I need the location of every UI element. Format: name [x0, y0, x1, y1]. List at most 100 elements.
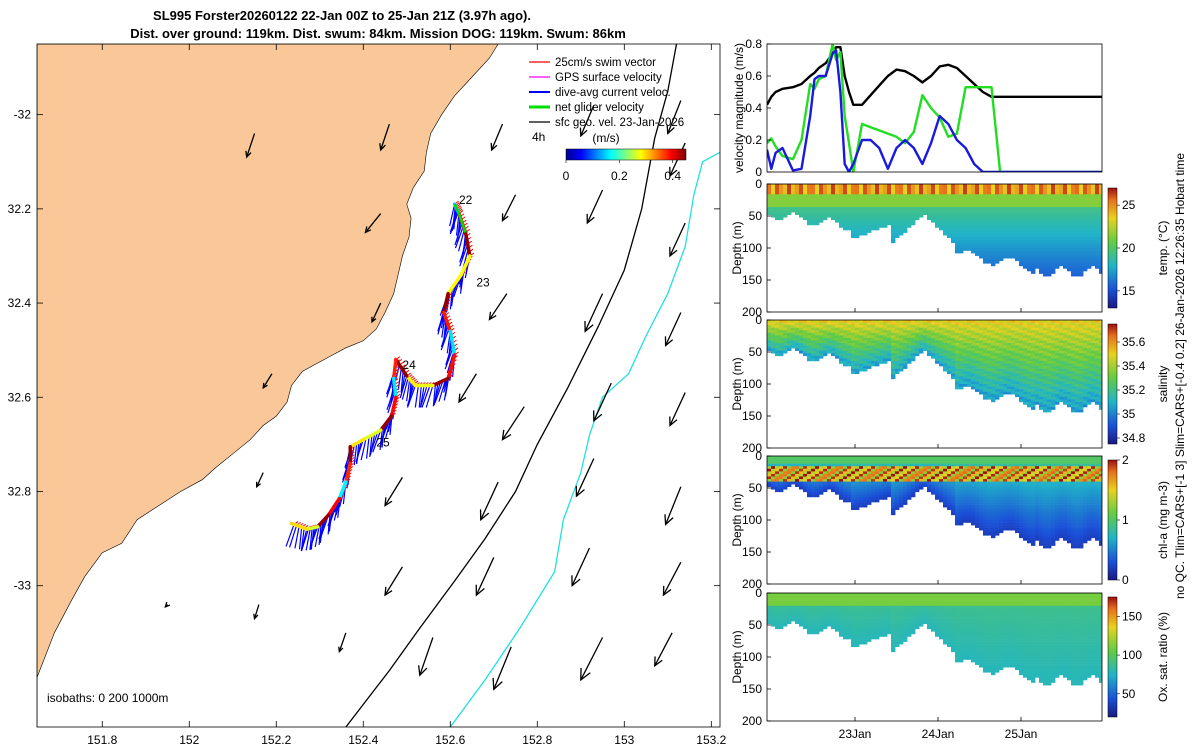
section-cell — [1019, 224, 1024, 228]
section-cell — [931, 330, 936, 334]
section-cell — [1075, 358, 1080, 362]
section-cell — [1039, 335, 1044, 339]
section-cell — [935, 199, 940, 203]
section-cell — [807, 207, 812, 210]
section-cell — [975, 209, 980, 213]
section-cell — [867, 456, 872, 459]
section-cell — [1011, 363, 1016, 367]
section-cell — [895, 345, 900, 349]
section-cell — [1051, 353, 1056, 357]
section-cell — [943, 360, 948, 364]
section-cell — [803, 350, 808, 354]
section-colorbar-tick-label: 35.2 — [1122, 383, 1146, 397]
section-cell — [1087, 348, 1092, 351]
section-cell — [1003, 355, 1008, 359]
section-cell — [1083, 368, 1088, 372]
section-cell — [1019, 322, 1024, 326]
section-cell — [995, 391, 1000, 395]
section-cell — [823, 330, 828, 334]
section-cell — [959, 207, 964, 210]
section-cell — [903, 327, 908, 331]
section-cell — [963, 345, 968, 349]
section-cell — [1083, 253, 1088, 256]
section-cell — [823, 189, 828, 192]
section-cell — [819, 348, 824, 351]
section-cell — [919, 207, 924, 210]
section-cell — [923, 201, 928, 205]
section-cell — [1083, 212, 1088, 215]
section-cell — [867, 484, 872, 487]
track-segment — [463, 230, 472, 258]
section-cell — [815, 484, 820, 487]
section-cell — [1055, 358, 1060, 362]
section-cell — [783, 473, 788, 477]
section-cell — [1003, 248, 1008, 251]
section-cell — [1051, 230, 1056, 233]
section-cell — [1003, 332, 1008, 336]
section-cell — [779, 207, 784, 210]
section-cell — [1023, 245, 1028, 249]
section-cell — [967, 348, 972, 351]
section-cell — [831, 217, 836, 221]
section-cell — [863, 337, 868, 341]
section-cell — [967, 332, 972, 336]
section-cell — [871, 461, 876, 464]
velocity-line-green — [767, 44, 1102, 172]
section-cell — [1015, 199, 1020, 203]
section-cell — [1083, 217, 1088, 221]
section-cell — [883, 473, 888, 477]
section-cell — [867, 227, 872, 231]
section-cell — [987, 348, 992, 351]
section-cell — [859, 355, 864, 359]
section-cell — [807, 484, 812, 487]
section-cell — [1007, 184, 1012, 187]
section-cell — [779, 466, 784, 470]
section-cell — [827, 201, 832, 205]
section-cell — [831, 471, 836, 475]
section-cell — [855, 371, 860, 375]
section-cell — [883, 204, 888, 208]
section-cell — [1087, 242, 1092, 246]
section-cell — [1027, 201, 1032, 205]
section-cell — [1075, 376, 1080, 380]
section-cell — [927, 184, 932, 187]
section-cell — [943, 345, 948, 349]
section-cell — [1031, 330, 1036, 334]
section-cell — [1003, 373, 1008, 377]
section-cell — [1027, 371, 1032, 375]
section-cell — [987, 227, 992, 231]
section-cell — [995, 360, 1000, 364]
section-cell — [879, 201, 884, 205]
dive-avg-current-vector — [434, 380, 444, 403]
section-cell — [867, 481, 872, 485]
section-cell — [1083, 189, 1088, 192]
section-cell — [1083, 207, 1088, 210]
section-cell — [863, 217, 868, 221]
section-cell — [995, 212, 1000, 215]
section-cell — [919, 343, 924, 346]
section-cell — [1059, 217, 1064, 221]
section-cell — [815, 322, 820, 326]
section-cell — [799, 322, 804, 326]
section-cell — [1087, 214, 1092, 218]
section-cell — [823, 348, 828, 351]
section-cell — [843, 473, 848, 477]
section-cell — [987, 396, 992, 400]
section-cell — [1027, 360, 1032, 364]
section-cell — [1067, 401, 1072, 405]
section-cell — [991, 394, 996, 398]
section-cell — [875, 473, 880, 477]
section-cell — [871, 194, 876, 198]
section-cell — [927, 348, 932, 351]
section-cell — [1067, 335, 1072, 339]
section-cell — [803, 189, 808, 192]
section-cell — [923, 320, 928, 323]
section-cell — [1043, 381, 1048, 385]
section-cell — [1031, 271, 1036, 274]
section-cell — [991, 224, 996, 228]
section-cell — [1027, 343, 1032, 346]
section-cell — [995, 340, 1000, 344]
section-cell — [895, 325, 900, 328]
section-cell — [839, 191, 844, 195]
section-cell — [843, 207, 848, 210]
